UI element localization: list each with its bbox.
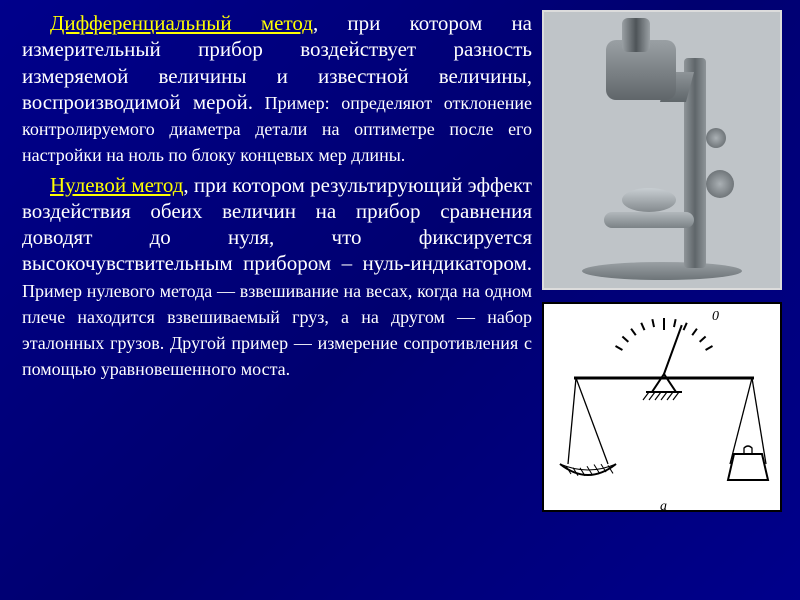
balance-svg: 0а bbox=[544, 304, 784, 514]
svg-text:0: 0 bbox=[712, 309, 719, 324]
image-column: 0а bbox=[542, 10, 787, 590]
balance-diagram: 0а bbox=[542, 302, 782, 512]
term-differential: Дифференциальный метод bbox=[50, 11, 313, 35]
paragraph-null: Нулевой метод, при котором результирующи… bbox=[22, 172, 532, 382]
term-null: Нулевой метод bbox=[50, 173, 183, 197]
adjust-knob-icon bbox=[706, 170, 734, 198]
svg-text:а: а bbox=[660, 499, 667, 514]
instrument-stage bbox=[604, 212, 694, 228]
adjust-knob-small-icon bbox=[706, 128, 726, 148]
sample-cylinder-icon bbox=[622, 188, 676, 212]
example-null: Пример нулевого метода — взвешивание на … bbox=[22, 281, 532, 380]
text-column: Дифференциальный метод, при котором на и… bbox=[22, 10, 542, 590]
slide-root: Дифференциальный метод, при котором на и… bbox=[0, 0, 800, 600]
instrument-base bbox=[582, 262, 742, 280]
eyepiece-icon bbox=[622, 18, 650, 52]
instrument-photo bbox=[542, 10, 782, 290]
paragraph-differential: Дифференциальный метод, при котором на и… bbox=[22, 10, 532, 168]
